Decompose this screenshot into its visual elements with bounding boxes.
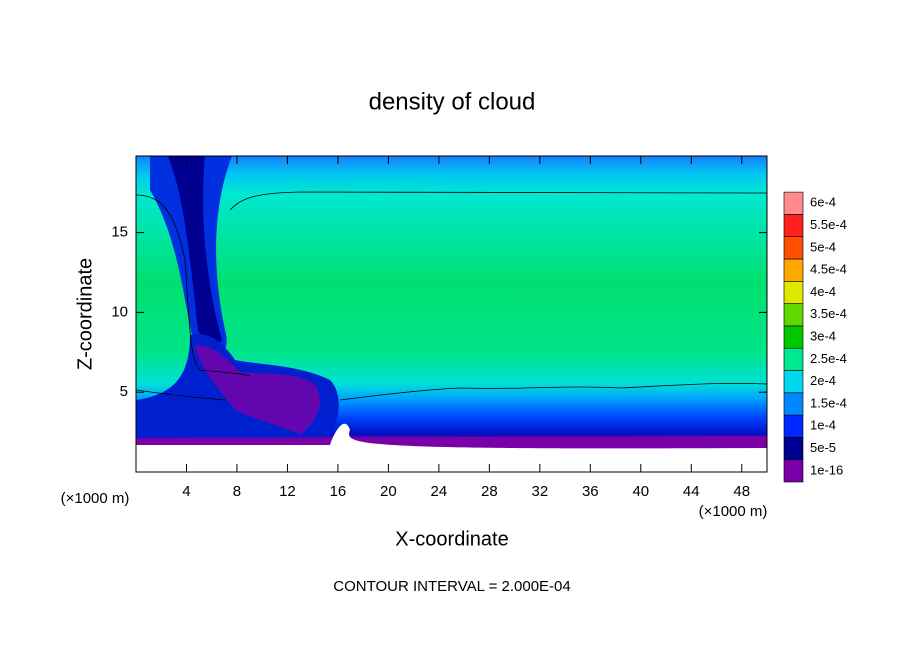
colorbar-cell <box>783 325 804 349</box>
colorbar-cell <box>783 459 804 483</box>
colorbar-label: 4e-4 <box>810 284 836 299</box>
colorbar-label: 3e-4 <box>810 328 836 343</box>
contour-field <box>136 156 767 472</box>
chart-title: density of cloud <box>369 88 536 115</box>
x-tick-label: 36 <box>582 483 599 500</box>
x-axis-label: X-coordinate <box>395 528 508 550</box>
contour-line <box>136 191 767 377</box>
x-tick-label: 20 <box>380 483 397 500</box>
y-tick-label: 5 <box>120 383 128 400</box>
colorbar-cell <box>783 214 804 237</box>
x-tick-label: 40 <box>632 483 649 500</box>
colorbar-label: 5.5e-4 <box>810 217 847 232</box>
x-tick-label: 44 <box>683 483 700 500</box>
plume-core <box>168 156 222 346</box>
y-tick-label: 15 <box>111 224 128 241</box>
x-tick-label: 12 <box>279 483 296 500</box>
purple-blob <box>195 345 320 435</box>
colorbar-cell <box>783 258 804 282</box>
ground <box>136 423 767 472</box>
colorbar-label: 1e-16 <box>810 462 843 477</box>
x-tick-label: 16 <box>330 483 347 500</box>
colorbar-label: 5e-5 <box>810 440 836 455</box>
colorbar-cell <box>783 347 804 371</box>
colorbar-cell <box>783 303 804 327</box>
colorbar-label: 5e-4 <box>810 239 836 254</box>
y-unit: (×1000 m) <box>699 503 768 520</box>
colorbar-cell <box>783 236 804 260</box>
contour-line <box>136 382 767 401</box>
colorbar-label: 6e-4 <box>810 195 836 210</box>
colorbar-cell <box>783 392 804 416</box>
y-tick-label: 10 <box>111 303 128 320</box>
colorbar-cell <box>783 370 804 394</box>
x-tick-label: 28 <box>481 483 498 500</box>
x-tick-label: 48 <box>733 483 750 500</box>
colorbar-cell <box>783 280 804 304</box>
x-tick-label: 32 <box>531 483 548 500</box>
colorbar-label: 2.5e-4 <box>810 351 847 366</box>
colorbar-label: 1.5e-4 <box>810 395 847 410</box>
x-unit: (×1000 m) <box>61 490 130 507</box>
y-axis-label: Z-coordinate <box>74 258 96 370</box>
colorbar-cell <box>783 191 804 215</box>
colorbar-label: 4.5e-4 <box>810 262 847 277</box>
colorbar-label: 3.5e-4 <box>810 306 847 321</box>
x-tick-label: 4 <box>182 483 190 500</box>
footnote: CONTOUR INTERVAL = 2.000E-04 <box>333 578 570 595</box>
colorbar-label: 2e-4 <box>810 373 836 388</box>
colorbar-label: 1e-4 <box>810 418 836 433</box>
colorbar-cell <box>783 437 804 460</box>
x-tick-label: 24 <box>431 483 448 500</box>
x-tick-label: 8 <box>233 483 241 500</box>
plot-frame <box>135 155 768 473</box>
colorbar-cell <box>783 414 804 438</box>
